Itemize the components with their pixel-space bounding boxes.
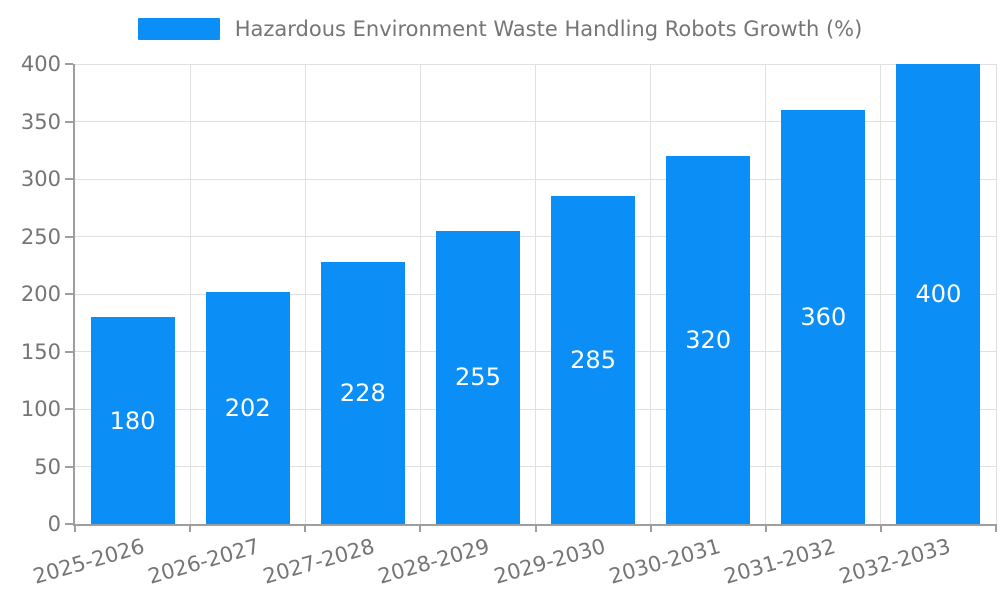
x-tick-label: 2032-2033 xyxy=(836,534,954,589)
y-tick-label: 100 xyxy=(20,397,61,421)
y-axis-tick xyxy=(65,178,73,180)
legend-color-swatch xyxy=(137,18,220,40)
x-tick-label: 2031-2032 xyxy=(721,534,838,589)
y-tick-label: 350 xyxy=(20,109,61,134)
bar-value-label: 320 xyxy=(685,326,732,354)
x-gridline xyxy=(189,64,191,524)
y-tick-label: 300 xyxy=(20,167,61,191)
x-tick-label: 2027-2028 xyxy=(260,534,378,589)
x-axis-tick xyxy=(304,524,307,532)
bar: 285 xyxy=(551,196,636,524)
y-axis-tick xyxy=(65,293,73,295)
x-axis-tick xyxy=(189,524,192,532)
bar: 360 xyxy=(781,110,866,524)
x-gridline xyxy=(535,64,536,524)
legend[interactable]: Hazardous Environment Waste Handling Rob… xyxy=(0,17,1000,41)
x-gridline xyxy=(880,64,882,524)
x-tick-label: 2029-2030 xyxy=(491,534,608,589)
y-axis-tick xyxy=(65,523,73,525)
y-tick-label: 150 xyxy=(20,339,61,364)
bar-value-label: 255 xyxy=(455,363,501,392)
x-gridline xyxy=(765,64,767,524)
x-tick-label: 2026-2027 xyxy=(145,534,263,589)
bar: 320 xyxy=(666,156,751,524)
y-tick-label: 400 xyxy=(20,52,61,76)
y-tick-label: 200 xyxy=(20,282,61,306)
x-axis-tick xyxy=(649,524,652,532)
x-axis-tick xyxy=(764,524,767,532)
bar: 400 xyxy=(896,64,981,524)
bar-value-label: 180 xyxy=(109,406,156,435)
y-axis-tick xyxy=(65,63,73,65)
x-gridline xyxy=(995,64,997,524)
x-gridline xyxy=(650,64,652,524)
x-axis-tick xyxy=(419,524,422,532)
y-axis-tick xyxy=(65,350,73,353)
bar-value-label: 202 xyxy=(224,393,271,422)
x-axis-tick xyxy=(879,524,882,532)
y-tick-label: 0 xyxy=(47,512,61,536)
x-axis-tick xyxy=(534,524,537,532)
y-tick-label: 50 xyxy=(34,454,61,479)
bar-value-label: 360 xyxy=(800,303,847,331)
y-axis-tick xyxy=(65,465,73,468)
bar-value-label: 400 xyxy=(915,280,962,308)
x-gridline xyxy=(304,64,306,524)
y-axis-tick xyxy=(65,408,73,410)
x-gridline xyxy=(419,64,421,524)
bar: 202 xyxy=(205,291,290,524)
x-tick-label: 2030-2031 xyxy=(606,534,723,589)
x-tick-label: 2025-2026 xyxy=(30,534,148,589)
x-tick-label: 2028-2029 xyxy=(375,534,493,589)
bar: 255 xyxy=(435,230,520,524)
bar-value-label: 285 xyxy=(570,346,616,375)
y-tick-label: 250 xyxy=(20,224,61,249)
y-axis-tick xyxy=(65,120,73,123)
y-axis-tick xyxy=(65,235,73,238)
plot-area: 0 50 100 150 200 250 300 350 400 180 202 228 255 285 3… xyxy=(21,52,997,589)
x-axis-tick xyxy=(995,524,997,532)
bar: 180 xyxy=(90,317,175,524)
legend-label: Hazardous Environment Waste Handling Rob… xyxy=(234,17,863,41)
bar: 228 xyxy=(320,261,405,524)
bar-value-label: 228 xyxy=(339,378,386,407)
x-axis-tick xyxy=(74,524,76,532)
